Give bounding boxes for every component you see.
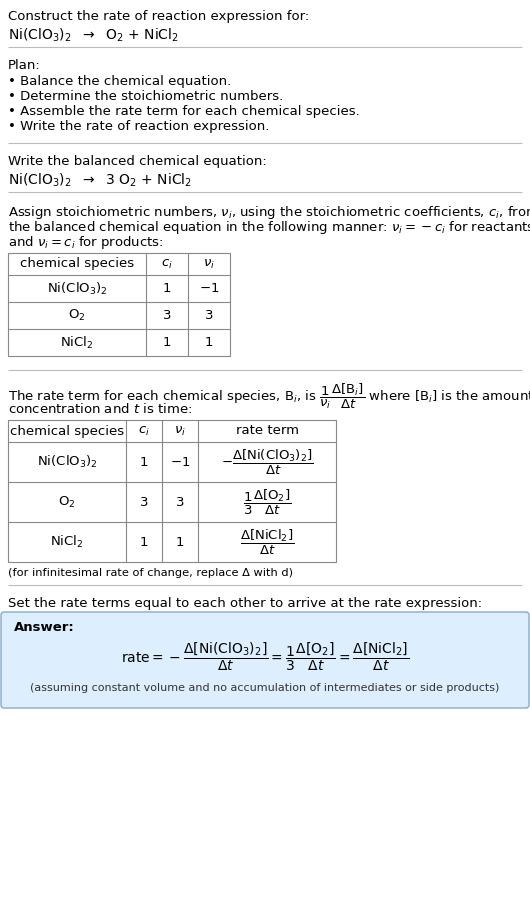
Text: $\dfrac{\Delta[\mathrm{NiCl_2}]}{\Delta t}$: $\dfrac{\Delta[\mathrm{NiCl_2}]}{\Delta … <box>240 528 294 557</box>
Text: 3: 3 <box>140 496 148 509</box>
Text: 3: 3 <box>205 309 213 322</box>
Text: (for infinitesimal rate of change, replace Δ with d): (for infinitesimal rate of change, repla… <box>8 568 293 578</box>
Text: Answer:: Answer: <box>14 621 75 634</box>
Text: • Write the rate of reaction expression.: • Write the rate of reaction expression. <box>8 120 269 133</box>
Text: $-1$: $-1$ <box>199 282 219 295</box>
Text: Ni(ClO$_3$)$_2$: Ni(ClO$_3$)$_2$ <box>37 454 98 470</box>
Text: • Assemble the rate term for each chemical species.: • Assemble the rate term for each chemic… <box>8 105 360 118</box>
Text: $c_i$: $c_i$ <box>138 424 150 438</box>
Text: • Balance the chemical equation.: • Balance the chemical equation. <box>8 75 231 88</box>
Text: Ni(ClO$_3$)$_2$  $\rightarrow$  3 O$_2$ + NiCl$_2$: Ni(ClO$_3$)$_2$ $\rightarrow$ 3 O$_2$ + … <box>8 172 192 189</box>
Text: $\mathrm{rate} = -\dfrac{\Delta[\mathrm{Ni(ClO_3)_2}]}{\Delta t} = \dfrac{1}{3}\: $\mathrm{rate} = -\dfrac{\Delta[\mathrm{… <box>121 641 409 673</box>
Text: 1: 1 <box>163 282 171 295</box>
Text: Plan:: Plan: <box>8 59 41 72</box>
Text: and $\nu_i = c_i$ for products:: and $\nu_i = c_i$ for products: <box>8 234 164 251</box>
Text: 1: 1 <box>140 456 148 469</box>
Text: chemical species: chemical species <box>20 258 134 270</box>
Text: 3: 3 <box>163 309 171 322</box>
Text: concentration and $t$ is time:: concentration and $t$ is time: <box>8 402 192 416</box>
Text: 1: 1 <box>140 535 148 549</box>
Text: 1: 1 <box>163 336 171 349</box>
Text: $-1$: $-1$ <box>170 456 190 469</box>
Text: O$_2$: O$_2$ <box>58 494 76 510</box>
Text: O$_2$: O$_2$ <box>68 308 86 323</box>
Text: rate term: rate term <box>235 424 298 438</box>
Text: $\dfrac{1}{3}\dfrac{\Delta[\mathrm{O_2}]}{\Delta t}$: $\dfrac{1}{3}\dfrac{\Delta[\mathrm{O_2}]… <box>243 488 291 517</box>
Text: • Determine the stoichiometric numbers.: • Determine the stoichiometric numbers. <box>8 90 283 103</box>
Text: NiCl$_2$: NiCl$_2$ <box>60 335 94 350</box>
Text: Set the rate terms equal to each other to arrive at the rate expression:: Set the rate terms equal to each other t… <box>8 597 482 610</box>
Text: chemical species: chemical species <box>10 424 124 438</box>
Text: Ni(ClO$_3$)$_2$  $\rightarrow$  O$_2$ + NiCl$_2$: Ni(ClO$_3$)$_2$ $\rightarrow$ O$_2$ + Ni… <box>8 27 179 45</box>
Text: $\nu_i$: $\nu_i$ <box>174 424 186 438</box>
FancyBboxPatch shape <box>1 612 529 708</box>
Text: the balanced chemical equation in the following manner: $\nu_i = -c_i$ for react: the balanced chemical equation in the fo… <box>8 219 530 236</box>
Bar <box>8 420 336 562</box>
Text: $c_i$: $c_i$ <box>161 258 173 270</box>
Bar <box>8 253 230 356</box>
Text: $-\dfrac{\Delta[\mathrm{Ni(ClO_3)_2}]}{\Delta t}$: $-\dfrac{\Delta[\mathrm{Ni(ClO_3)_2}]}{\… <box>220 448 313 477</box>
Text: 1: 1 <box>205 336 213 349</box>
Text: 1: 1 <box>176 535 184 549</box>
Text: $\nu_i$: $\nu_i$ <box>203 258 215 270</box>
Text: The rate term for each chemical species, B$_i$, is $\dfrac{1}{\nu_i}\dfrac{\Delt: The rate term for each chemical species,… <box>8 382 530 411</box>
Text: 3: 3 <box>176 496 184 509</box>
Text: Assign stoichiometric numbers, $\nu_i$, using the stoichiometric coefficients, $: Assign stoichiometric numbers, $\nu_i$, … <box>8 204 530 221</box>
Text: Construct the rate of reaction expression for:: Construct the rate of reaction expressio… <box>8 10 309 23</box>
Text: NiCl$_2$: NiCl$_2$ <box>50 534 84 550</box>
Text: Write the balanced chemical equation:: Write the balanced chemical equation: <box>8 155 267 168</box>
Text: Ni(ClO$_3$)$_2$: Ni(ClO$_3$)$_2$ <box>47 280 108 297</box>
Text: (assuming constant volume and no accumulation of intermediates or side products): (assuming constant volume and no accumul… <box>30 683 500 693</box>
